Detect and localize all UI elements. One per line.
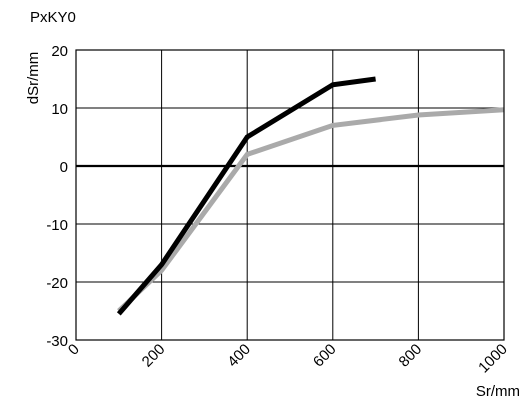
- gridlines: [76, 50, 504, 340]
- y-tick-label: 20: [51, 43, 68, 60]
- y-tick-label: -20: [46, 275, 68, 292]
- y-axis-label: dSr/mm: [25, 52, 42, 105]
- y-tick-label: -10: [46, 217, 68, 234]
- x-tick-labels: 0 200 400 600 800 1000: [65, 341, 511, 377]
- chart-title: PxKY0: [30, 9, 76, 26]
- series-line-1: [117, 107, 505, 313]
- x-tick-label: 0: [65, 341, 83, 359]
- x-tick-label: 600: [310, 341, 340, 371]
- x-tick-label: 400: [224, 341, 254, 371]
- y-tick-label: 10: [51, 101, 68, 118]
- x-tick-label: 200: [139, 341, 169, 371]
- plot-frame: [75, 49, 505, 341]
- y-tick-labels: 20 10 0 -10 -20 -30: [46, 43, 68, 350]
- series-line-2: [116, 76, 376, 316]
- x-axis-label: Sr/mm: [476, 383, 520, 400]
- y-tick-label: 0: [60, 159, 68, 176]
- x-tick-label: 800: [396, 341, 426, 371]
- plot-area-border: [75, 49, 505, 341]
- x-tick-label: 1000: [475, 341, 511, 377]
- series-lines: [116, 76, 505, 316]
- y-tick-label: -30: [46, 333, 68, 350]
